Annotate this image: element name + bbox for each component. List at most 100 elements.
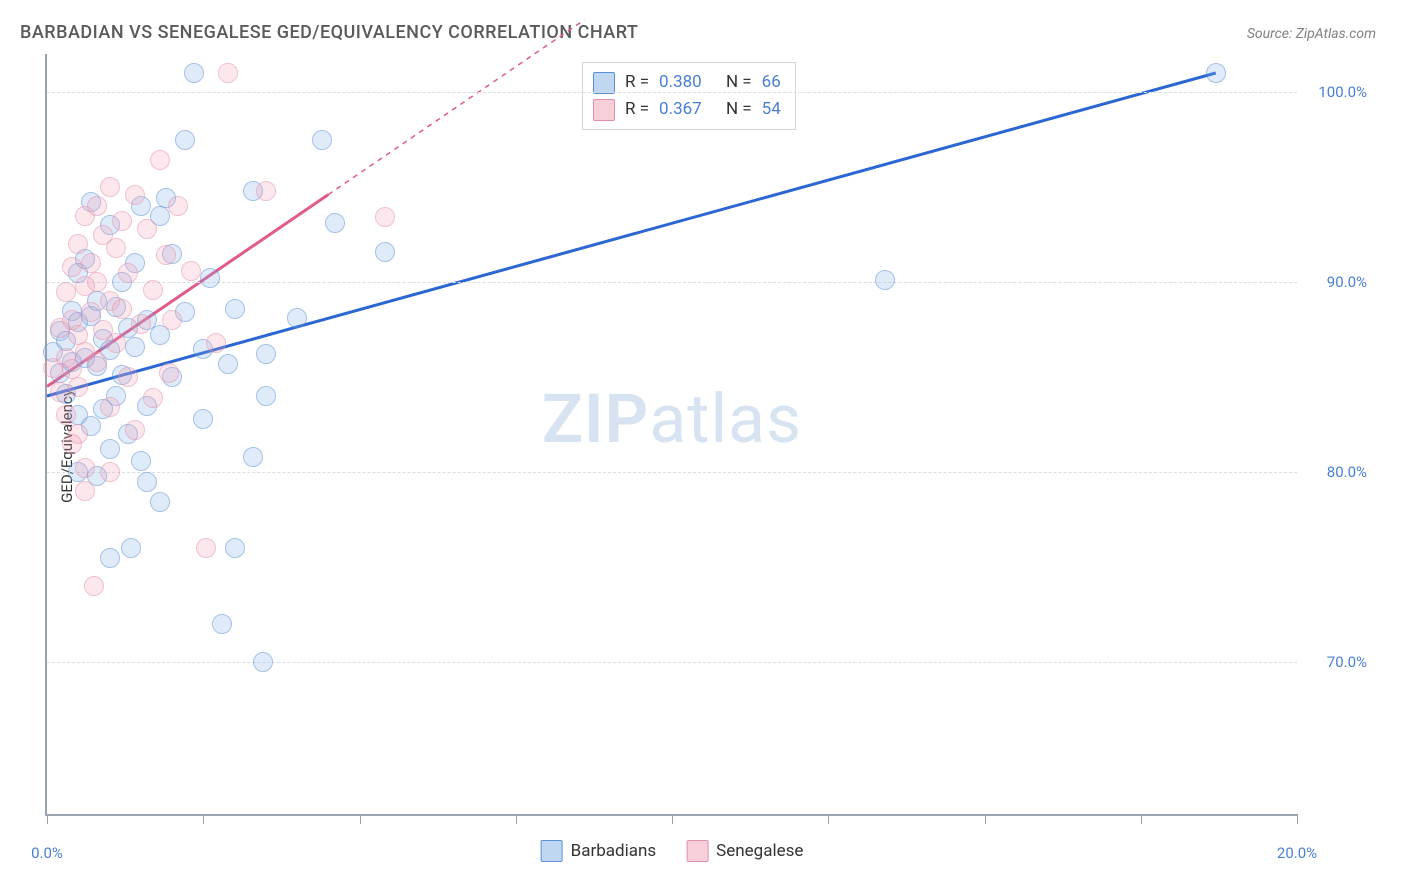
data-point-barbadians — [200, 268, 220, 288]
data-point-barbadians — [875, 270, 895, 290]
swatch-barbadians-icon — [593, 72, 615, 94]
data-point-senegalese — [106, 333, 126, 353]
trend-lines-svg — [47, 54, 1297, 814]
data-point-senegalese — [100, 397, 120, 417]
data-point-senegalese — [50, 382, 70, 402]
swatch-barbadians-icon — [541, 840, 563, 862]
gridline — [47, 472, 1297, 473]
gridline — [47, 662, 1297, 663]
y-tick-label: 100.0% — [1307, 83, 1367, 101]
gridline — [47, 282, 1297, 283]
data-point-senegalese — [112, 299, 132, 319]
x-tick — [360, 814, 361, 824]
data-point-barbadians — [325, 213, 345, 233]
data-point-senegalese — [375, 207, 395, 227]
source-attribution: Source: ZipAtlas.com — [1247, 26, 1376, 42]
data-point-senegalese — [137, 219, 157, 239]
data-point-barbadians — [1206, 63, 1226, 83]
data-point-senegalese — [56, 405, 76, 425]
chart-container: BARBADIAN VS SENEGALESE GED/EQUIVALENCY … — [0, 0, 1406, 892]
data-point-senegalese — [143, 280, 163, 300]
data-point-senegalese — [81, 253, 101, 273]
x-tick — [203, 814, 204, 824]
y-tick-label: 90.0% — [1307, 273, 1367, 291]
data-point-barbadians — [125, 337, 145, 357]
data-point-barbadians — [100, 439, 120, 459]
data-point-senegalese — [156, 245, 176, 265]
x-tick — [672, 814, 673, 824]
data-point-barbadians — [100, 548, 120, 568]
data-point-senegalese — [68, 234, 88, 254]
x-tick-label: 0.0% — [31, 844, 63, 862]
x-tick — [516, 814, 517, 824]
watermark: ZIPatlas — [542, 379, 802, 459]
x-tick-label: 20.0% — [1277, 844, 1317, 862]
data-point-senegalese — [181, 261, 201, 281]
data-point-barbadians — [184, 63, 204, 83]
data-point-senegalese — [125, 420, 145, 440]
data-point-senegalese — [84, 576, 104, 596]
data-point-senegalese — [87, 196, 107, 216]
data-point-senegalese — [218, 63, 238, 83]
data-point-senegalese — [87, 352, 107, 372]
data-point-senegalese — [100, 177, 120, 197]
legend-item-barbadians: Barbadians — [541, 840, 657, 862]
data-point-senegalese — [143, 388, 163, 408]
data-point-barbadians — [212, 614, 232, 634]
data-point-barbadians — [287, 308, 307, 328]
data-point-senegalese — [81, 302, 101, 322]
data-point-barbadians — [225, 299, 245, 319]
data-point-senegalese — [87, 272, 107, 292]
data-point-senegalese — [106, 238, 126, 258]
chart-title: BARBADIAN VS SENEGALESE GED/EQUIVALENCY … — [20, 22, 638, 43]
x-tick — [47, 814, 48, 824]
x-tick — [828, 814, 829, 824]
data-point-senegalese — [159, 363, 179, 383]
data-point-senegalese — [256, 181, 276, 201]
data-point-barbadians — [137, 472, 157, 492]
data-point-senegalese — [168, 196, 188, 216]
data-point-barbadians — [218, 354, 238, 374]
data-point-senegalese — [68, 377, 88, 397]
data-point-barbadians — [193, 409, 213, 429]
data-point-senegalese — [131, 314, 151, 334]
y-tick-label: 70.0% — [1307, 653, 1367, 671]
data-point-barbadians — [121, 538, 141, 558]
data-point-senegalese — [62, 434, 82, 454]
gridline — [47, 92, 1297, 93]
data-point-senegalese — [118, 367, 138, 387]
data-point-barbadians — [225, 538, 245, 558]
data-point-senegalese — [112, 211, 132, 231]
data-point-senegalese — [196, 538, 216, 558]
stats-legend: R = 0.380 N = 66 R = 0.367 N = 54 — [582, 62, 796, 130]
data-point-senegalese — [100, 462, 120, 482]
x-tick — [1141, 814, 1142, 824]
series-legend: Barbadians Senegalese — [541, 840, 804, 862]
data-point-barbadians — [312, 130, 332, 150]
data-point-senegalese — [206, 333, 226, 353]
y-tick-label: 80.0% — [1307, 463, 1367, 481]
data-point-barbadians — [175, 130, 195, 150]
x-tick — [1297, 814, 1298, 824]
data-point-barbadians — [150, 492, 170, 512]
x-tick — [985, 814, 986, 824]
data-point-senegalese — [125, 185, 145, 205]
data-point-senegalese — [75, 458, 95, 478]
data-point-senegalese — [118, 263, 138, 283]
swatch-senegalese-icon — [686, 840, 708, 862]
data-point-senegalese — [150, 150, 170, 170]
data-point-barbadians — [243, 447, 263, 467]
data-point-senegalese — [62, 257, 82, 277]
data-point-senegalese — [162, 310, 182, 330]
legend-item-senegalese: Senegalese — [686, 840, 803, 862]
data-point-barbadians — [256, 344, 276, 364]
data-point-barbadians — [131, 451, 151, 471]
data-point-senegalese — [56, 282, 76, 302]
data-point-barbadians — [256, 386, 276, 406]
swatch-senegalese-icon — [593, 99, 615, 121]
data-point-barbadians — [253, 652, 273, 672]
data-point-senegalese — [75, 481, 95, 501]
data-point-barbadians — [375, 242, 395, 262]
plot-area: ZIPatlas R = 0.380 N = 66 R = 0.367 N = … — [45, 54, 1297, 816]
stats-row-senegalese: R = 0.367 N = 54 — [593, 96, 781, 123]
